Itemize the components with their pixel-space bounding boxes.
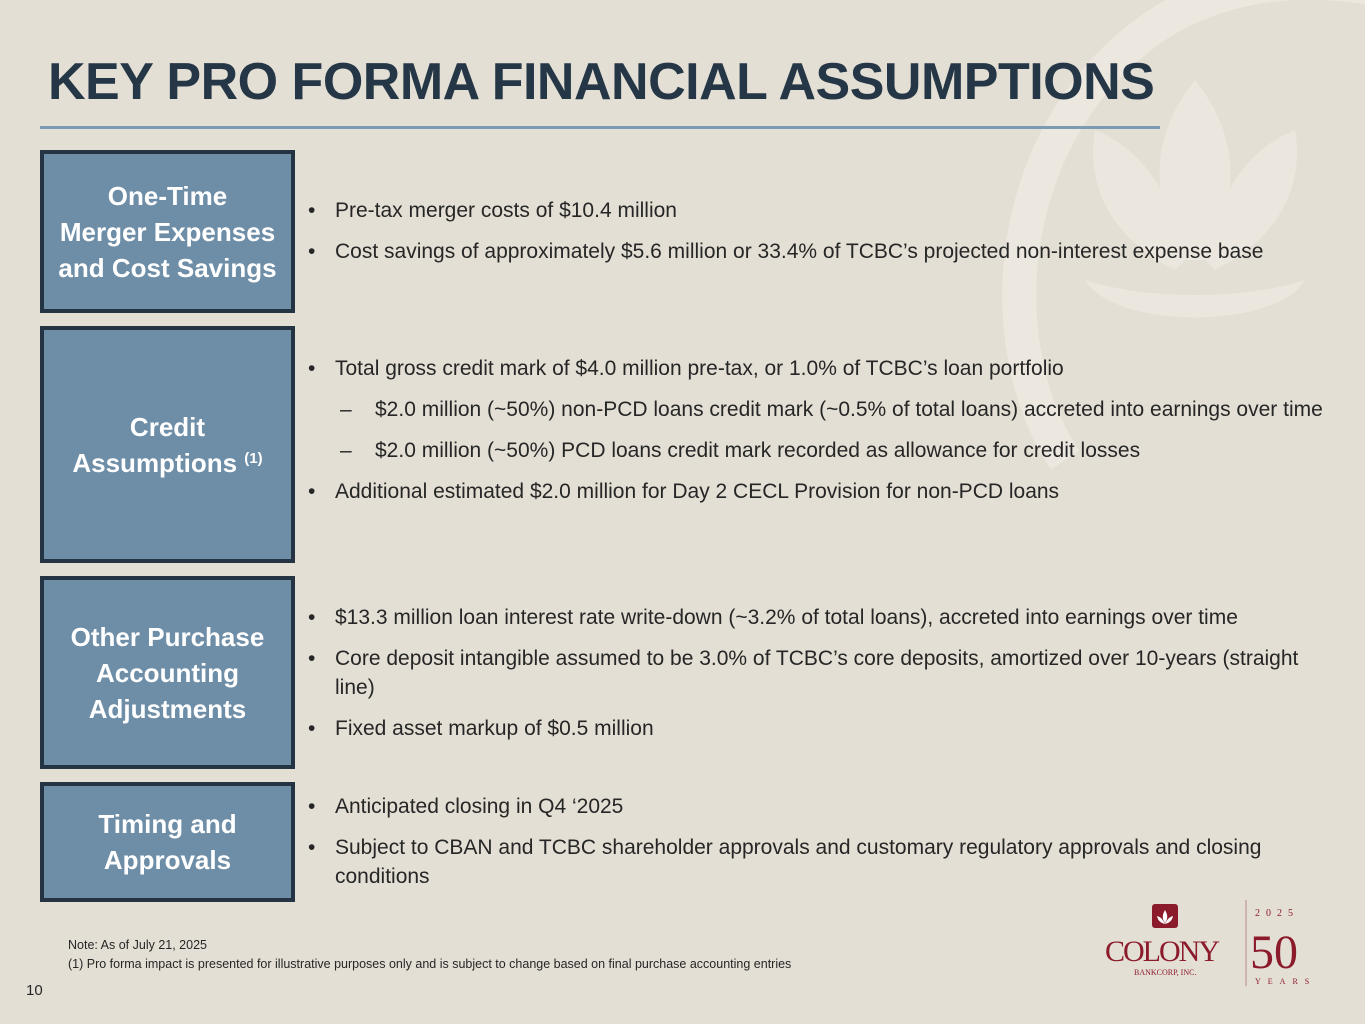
- label-line: Approvals: [103, 845, 232, 875]
- label-line: Accounting: [95, 657, 239, 688]
- footnote-marker: (1): [244, 449, 263, 467]
- section-list-purchase-accounting: $13.3 million loan interest rate write-d…: [308, 603, 1338, 755]
- bullet-item: Cost savings of approximately $5.6 milli…: [308, 237, 1338, 266]
- title-underline: [40, 126, 1160, 129]
- sub-bullet-item: $2.0 million (~50%) non-PCD loans credit…: [308, 395, 1338, 424]
- bullet-item: Total gross credit mark of $4.0 million …: [308, 354, 1338, 383]
- label-line: Other Purchase: [70, 621, 265, 652]
- section-label-purchase-accounting: Other Purchase Accounting Adjustments: [40, 576, 295, 769]
- label-line: Adjustments: [88, 693, 247, 724]
- label-line: Assumptions: [72, 447, 238, 478]
- label-line: Merger Expenses: [59, 216, 276, 247]
- bullet-item: $13.3 million loan interest rate write-d…: [308, 603, 1338, 632]
- section-list-credit-assumptions: Total gross credit mark of $4.0 million …: [308, 354, 1338, 518]
- bullet-item: Fixed asset markup of $0.5 million: [308, 714, 1338, 743]
- bullet-item: Core deposit intangible assumed to be 3.…: [308, 644, 1338, 702]
- section-label-timing-approvals: Timing and Approvals: [40, 782, 295, 902]
- svg-text:BANKCORP, INC.: BANKCORP, INC.: [1134, 968, 1196, 977]
- svg-text:2025: 2025: [1255, 908, 1299, 919]
- label-line: One-Time: [107, 180, 228, 211]
- note-footnote-1: (1) Pro forma impact is presented for il…: [68, 957, 792, 971]
- bullet-item: Subject to CBAN and TCBC shareholder app…: [308, 833, 1338, 891]
- section-label-merger-expenses: One-Time Merger Expenses and Cost Savings: [40, 150, 295, 313]
- svg-text:COLONY: COLONY: [1105, 935, 1220, 968]
- section-list-merger-expenses: Pre-tax merger costs of $10.4 million Co…: [308, 196, 1338, 278]
- note-date: Note: As of July 21, 2025: [68, 938, 207, 952]
- sub-bullet-item: $2.0 million (~50%) PCD loans credit mar…: [308, 436, 1338, 465]
- bullet-item: Pre-tax merger costs of $10.4 million: [308, 196, 1338, 225]
- page-number: 10: [26, 982, 43, 999]
- footnotes: Note: As of July 21, 2025 (1) Pro forma …: [68, 936, 791, 974]
- section-label-credit-assumptions: Credit Assumptions (1): [40, 326, 295, 563]
- svg-text:YEARS: YEARS: [1255, 977, 1316, 986]
- label-line: and Cost Savings: [58, 252, 277, 283]
- section-list-timing-approvals: Anticipated closing in Q4 ‘2025 Subject …: [308, 792, 1338, 903]
- page-title: KEY PRO FORMA FINANCIAL ASSUMPTIONS: [48, 53, 1155, 111]
- label-line: Timing and: [98, 809, 237, 839]
- bullet-item: Anticipated closing in Q4 ‘2025: [308, 792, 1338, 821]
- bullet-item: Additional estimated $2.0 million for Da…: [308, 477, 1338, 506]
- label-line: Credit: [129, 411, 206, 442]
- svg-text:50: 50: [1250, 926, 1298, 979]
- colony-bankcorp-50-years-logo: COLONY BANKCORP, INC. 2025 50 YEARS: [1105, 900, 1316, 986]
